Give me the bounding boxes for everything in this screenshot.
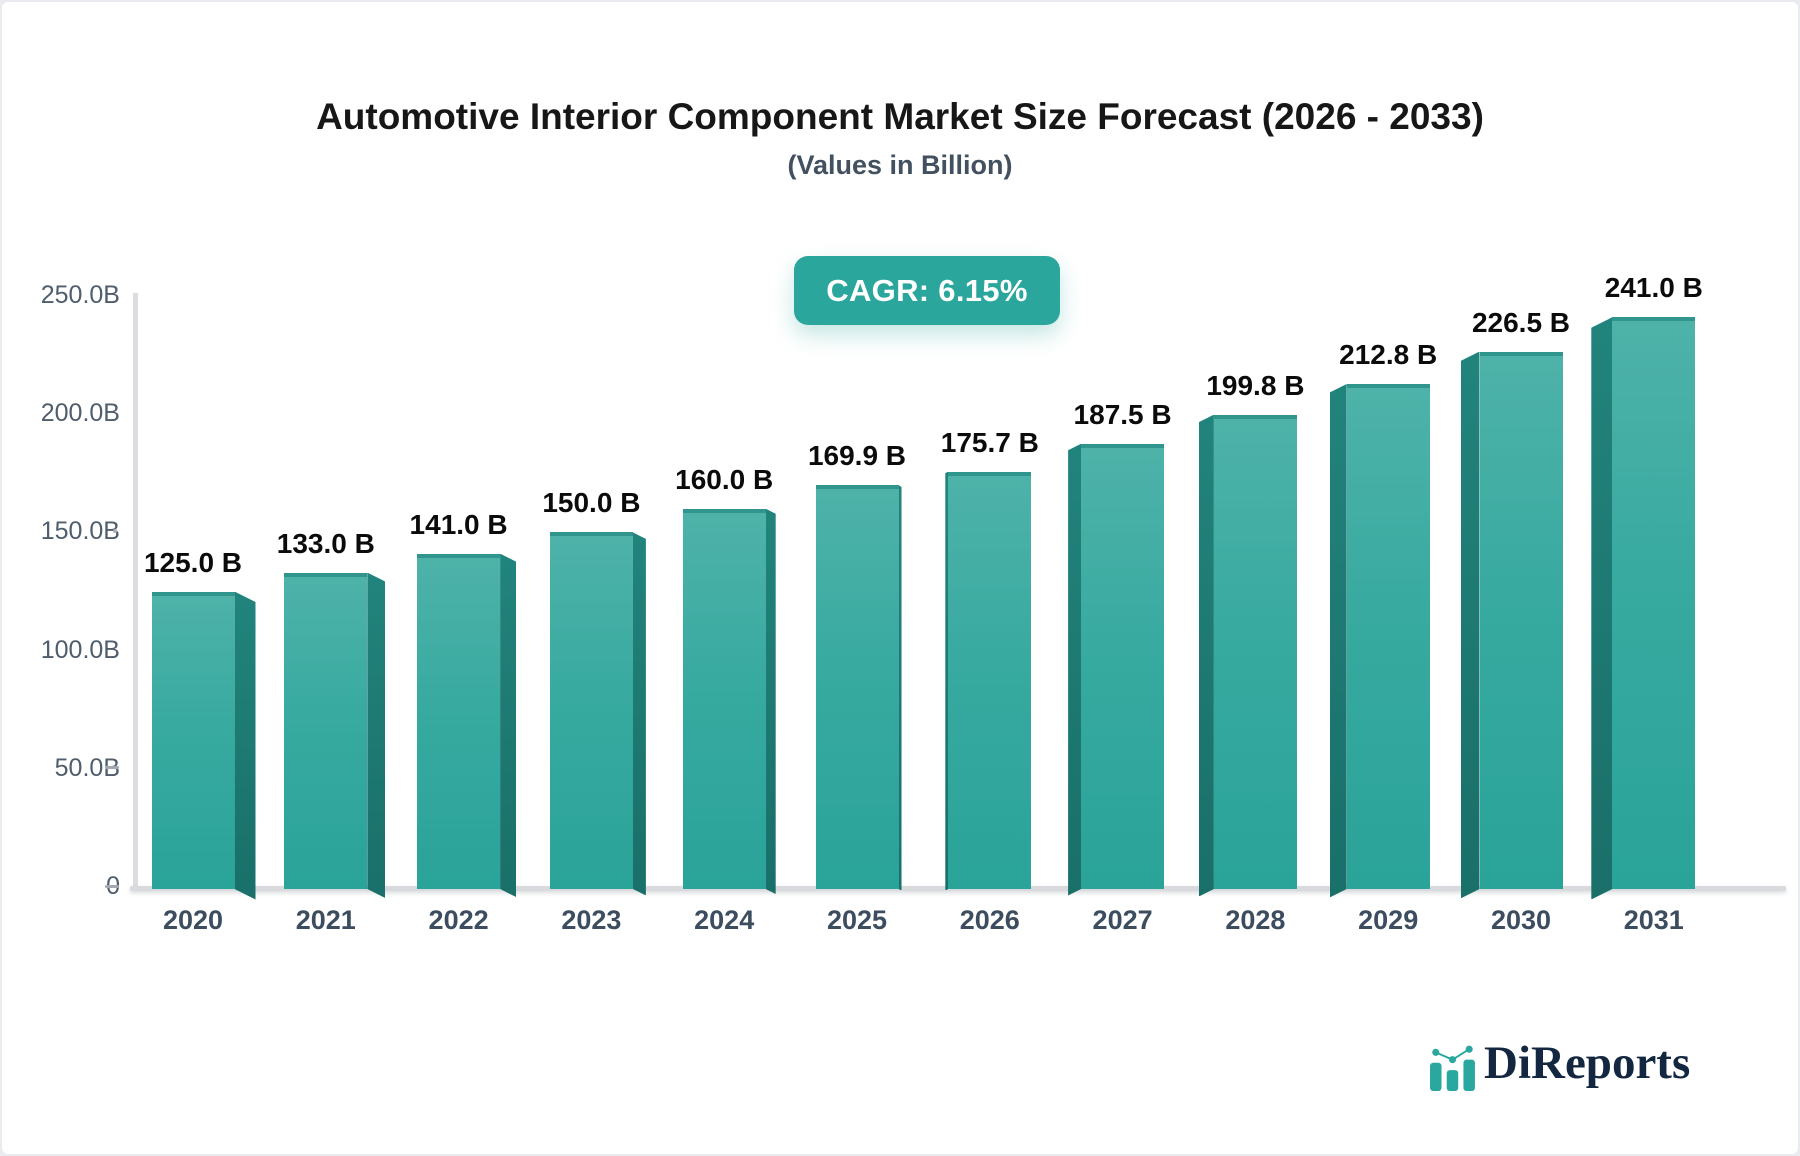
bar-value-label: 150.0 B <box>542 487 641 519</box>
bar-side <box>765 508 776 894</box>
y-tick-label: 250.0B <box>40 281 120 309</box>
y-axis-line <box>133 293 138 886</box>
bar-side <box>500 553 517 897</box>
bar-year-label: 2023 <box>561 905 622 935</box>
y-tick-mark <box>105 766 119 770</box>
bar-value-label: 141.0 B <box>409 508 508 540</box>
chart-title: Automotive Interior Component Market Siz… <box>316 96 1484 137</box>
bar-year-label: 2020 <box>162 905 224 935</box>
bar-value-label: 226.5 B <box>1471 306 1571 338</box>
bar-front <box>151 591 235 889</box>
bar-value-label: 199.8 B <box>1206 369 1305 401</box>
bar-side <box>1068 443 1082 896</box>
y-tick-mark <box>105 884 119 888</box>
bar-year-label: 2031 <box>1623 905 1684 935</box>
bar-side <box>632 532 646 896</box>
bar-year-label: 2022 <box>428 905 489 935</box>
chart-subtitle: (Values in Billion) <box>787 150 1013 180</box>
bar-year-label: 2025 <box>826 905 888 935</box>
bar-side <box>1329 383 1347 898</box>
bar-front <box>549 532 633 889</box>
bar-side <box>945 471 949 891</box>
bar-year-label: 2027 <box>1092 905 1153 935</box>
bar-front <box>1081 443 1165 889</box>
bar-front <box>1213 414 1297 889</box>
bar-value-label: 133.0 B <box>276 527 375 559</box>
bar-front <box>284 572 368 889</box>
bar-side <box>234 591 256 900</box>
bar-value-label: 241.0 B <box>1604 272 1703 304</box>
bar-value-label: 212.8 B <box>1339 338 1438 370</box>
bar-side <box>898 485 902 891</box>
bar-value-label: 160.0 B <box>675 463 774 495</box>
bar-value-label: 169.9 B <box>807 440 907 472</box>
bar-year-label: 2030 <box>1490 905 1552 935</box>
brand-logo: DiReports <box>1430 1027 1690 1091</box>
bar-year-label: 2028 <box>1225 905 1286 935</box>
bar-front <box>417 553 501 889</box>
bar-side <box>367 572 386 898</box>
bar-year-label: 2029 <box>1358 905 1419 935</box>
bar-front <box>1346 383 1430 889</box>
bar-front <box>1479 351 1563 889</box>
bar-year-label: 2021 <box>295 905 356 935</box>
bar-front <box>1612 317 1696 889</box>
bar-side <box>1460 351 1480 899</box>
bar-front <box>948 471 1032 889</box>
bar-value-label: 125.0 B <box>143 546 243 578</box>
y-tick-label: 150.0B <box>40 517 120 546</box>
brand-name: DiReports <box>1484 1037 1691 1089</box>
bar-year-label: 2024 <box>694 905 755 935</box>
bar-value-label: 175.7 B <box>940 426 1039 458</box>
y-tick-label: 100.0B <box>40 635 120 664</box>
bar-front <box>815 485 899 889</box>
bar-front <box>682 508 766 889</box>
cagr-badge: CAGR: 6.15% <box>794 256 1060 325</box>
y-tick-mark <box>113 529 117 534</box>
bar-year-label: 2026 <box>959 905 1020 935</box>
y-tick-label: 200.0B <box>40 399 120 428</box>
bar-value-label: 187.5 B <box>1073 398 1172 430</box>
y-tick-label: 50.0B <box>54 753 120 782</box>
y-tick-label: 0 <box>2 872 120 900</box>
cagr-badge-label: CAGR: 6.15% <box>826 272 1028 308</box>
bar-side <box>1198 414 1214 897</box>
bar-side <box>1591 317 1613 900</box>
bar-chart-logo-icon <box>1430 1045 1475 1091</box>
